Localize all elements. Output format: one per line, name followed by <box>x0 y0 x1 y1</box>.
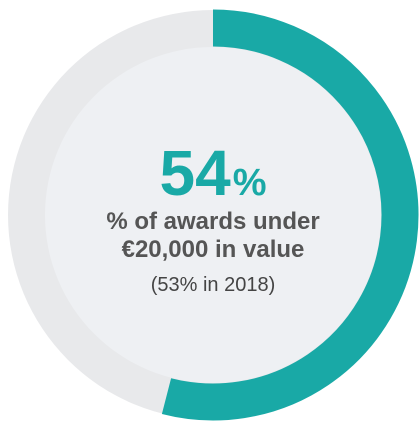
center-text: 54% % of awards under €20,000 in value (… <box>83 140 343 298</box>
donut-arc <box>161 9 419 421</box>
value-unit: % <box>232 162 267 204</box>
donut-hole <box>45 47 381 383</box>
chart-note: (53% in 2018) <box>150 274 276 296</box>
chart-label: % of awards under €20,000 in value <box>106 208 320 263</box>
value-label: 54% <box>83 140 343 206</box>
value-number: 54 <box>159 137 231 209</box>
